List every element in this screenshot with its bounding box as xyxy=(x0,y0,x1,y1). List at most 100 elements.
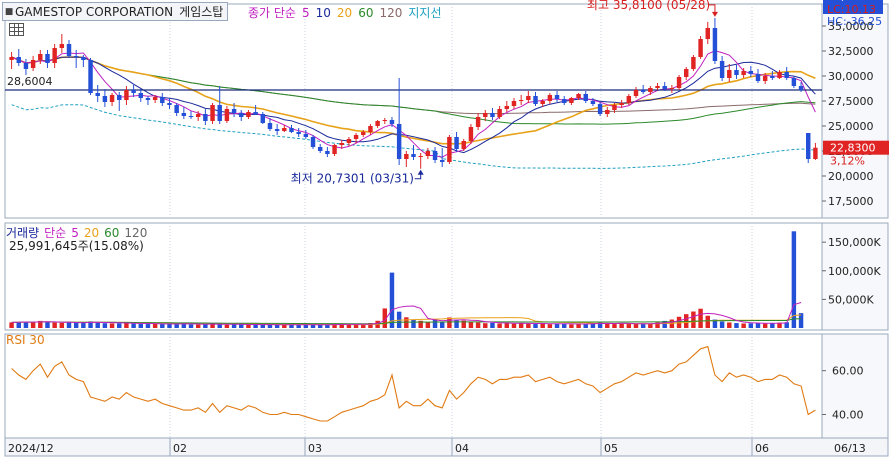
table-icon[interactable] xyxy=(9,23,24,36)
volume-bar xyxy=(289,324,294,328)
volume-bar xyxy=(504,322,510,328)
ma-prefix-label: 종가 단순 xyxy=(248,6,296,20)
stock-selector[interactable]: ■ GAMESTOP CORPORATION 게임스탑 xyxy=(2,2,229,21)
candle-body xyxy=(748,71,754,74)
volume-bar xyxy=(361,324,366,328)
candle-body xyxy=(160,97,165,103)
candle-body xyxy=(605,110,610,114)
price-tick-label: 17,5000 xyxy=(828,195,874,208)
candle-body xyxy=(569,98,574,103)
candle-body xyxy=(109,95,115,102)
rsi-panel-frame xyxy=(4,333,823,439)
rsi-tick-label: 40.00 xyxy=(832,408,864,421)
volume-bar xyxy=(576,323,581,328)
volume-bar xyxy=(798,313,804,328)
volume-bar xyxy=(770,323,775,328)
hc-readout: HC:-36.25 xyxy=(827,15,883,28)
volume-bar xyxy=(45,321,50,328)
volume-bar xyxy=(719,321,725,328)
volume-ma-120: 120 xyxy=(124,226,148,240)
candle-body xyxy=(231,109,237,113)
high-annotation: 최고 35,8100 (05/28) xyxy=(587,0,710,12)
candle-body xyxy=(289,128,294,132)
volume-bar xyxy=(734,323,739,328)
volume-bar xyxy=(698,308,703,328)
last-change-label: 3,12% xyxy=(830,155,865,168)
candle-body xyxy=(102,96,108,102)
volume-bar xyxy=(389,272,395,328)
volume-bar xyxy=(16,321,21,328)
rsi-panel-axis xyxy=(821,333,889,439)
ma-5-label: 5 xyxy=(301,6,310,20)
volume-bar xyxy=(777,322,782,328)
volume-bar xyxy=(81,323,86,328)
volume-ma5-line xyxy=(11,302,802,326)
volume-bar xyxy=(95,322,100,328)
volume-bar xyxy=(741,323,746,328)
dropdown-icon[interactable]: ■ xyxy=(4,6,14,17)
volume-bar xyxy=(317,324,323,328)
volume-bar xyxy=(597,322,603,328)
volume-title: 거래량 xyxy=(6,226,40,240)
candle-body xyxy=(490,113,495,117)
candle-body xyxy=(791,78,797,86)
volume-bar xyxy=(511,323,517,328)
candle-body xyxy=(655,86,660,88)
volume-bar xyxy=(418,320,423,328)
candle-body xyxy=(246,112,251,117)
candle-body xyxy=(676,77,682,88)
volume-bar xyxy=(368,323,373,328)
candle-body xyxy=(597,104,603,114)
candle-body xyxy=(332,145,337,154)
volume-bar xyxy=(353,324,359,328)
volume-bar xyxy=(425,322,431,328)
candle-body xyxy=(734,70,739,75)
candle-body xyxy=(612,105,617,110)
high-arrowhead xyxy=(711,11,718,17)
volume-bar xyxy=(468,322,474,328)
volume-bar xyxy=(117,323,122,328)
volume-bar xyxy=(612,324,617,328)
candle-body xyxy=(59,44,65,48)
stock-name: GAMESTOP CORPORATION xyxy=(15,4,174,19)
candle-body xyxy=(325,151,330,154)
volume-bar xyxy=(167,323,172,328)
volume-bar xyxy=(217,324,222,328)
candle-body xyxy=(669,88,675,89)
candle-body xyxy=(38,54,43,60)
volume-bar xyxy=(648,323,653,328)
volume-bar xyxy=(310,324,316,328)
candle-body xyxy=(583,94,588,101)
candle-body xyxy=(152,97,158,100)
volume-bar xyxy=(246,324,251,328)
stock-korean-name: 게임스탑 xyxy=(179,5,224,19)
volume-bar xyxy=(626,323,632,328)
volume-bar xyxy=(52,322,57,328)
candle-body xyxy=(461,141,466,149)
candle-body xyxy=(45,54,50,63)
candle-body xyxy=(73,56,79,57)
candle-body xyxy=(224,109,230,121)
candle-body xyxy=(418,156,423,157)
volume-bar xyxy=(181,323,187,328)
volume-bar xyxy=(791,231,797,328)
candle-body xyxy=(806,133,811,159)
volume-bar xyxy=(569,324,574,328)
volume-bar xyxy=(382,308,388,328)
candle-body xyxy=(203,114,208,121)
candle-body xyxy=(483,113,488,117)
ma5-line xyxy=(11,50,816,158)
volume-bar xyxy=(9,322,14,328)
candle-body xyxy=(576,94,581,98)
volume-bar xyxy=(195,324,201,328)
price-ma-legend: 종가 단순 5 10 20 60 120 지지선 xyxy=(248,4,448,21)
volume-bar xyxy=(296,325,301,328)
volume-bar xyxy=(38,320,43,328)
candle-body xyxy=(30,60,36,68)
candle-body xyxy=(554,95,560,99)
candle-body xyxy=(684,69,689,77)
volume-bar xyxy=(583,324,588,328)
candle-body xyxy=(303,134,309,137)
candle-body xyxy=(361,132,366,135)
